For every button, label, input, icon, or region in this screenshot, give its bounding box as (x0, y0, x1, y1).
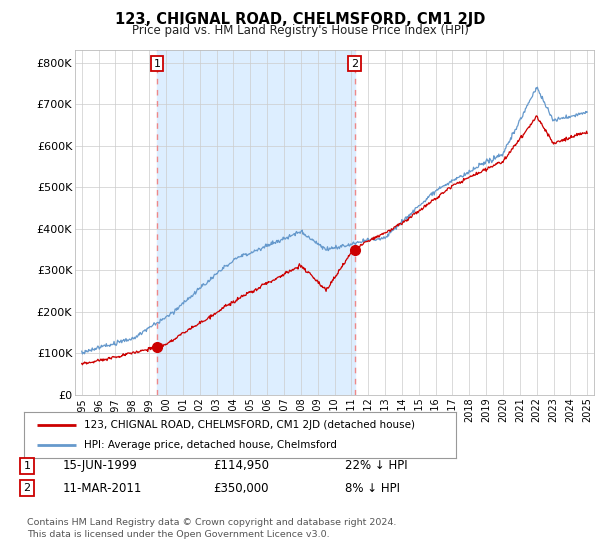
Text: 2: 2 (23, 483, 31, 493)
Text: HPI: Average price, detached house, Chelmsford: HPI: Average price, detached house, Chel… (85, 440, 337, 450)
Text: 123, CHIGNAL ROAD, CHELMSFORD, CM1 2JD: 123, CHIGNAL ROAD, CHELMSFORD, CM1 2JD (115, 12, 485, 27)
Text: Price paid vs. HM Land Registry's House Price Index (HPI): Price paid vs. HM Land Registry's House … (131, 24, 469, 36)
Text: 8% ↓ HPI: 8% ↓ HPI (345, 482, 400, 495)
Text: Contains HM Land Registry data © Crown copyright and database right 2024.
This d: Contains HM Land Registry data © Crown c… (27, 518, 397, 539)
Text: £114,950: £114,950 (213, 459, 269, 473)
Bar (157, 50, 355, 395)
Text: 123, CHIGNAL ROAD, CHELMSFORD, CM1 2JD (detached house): 123, CHIGNAL ROAD, CHELMSFORD, CM1 2JD (… (85, 420, 415, 430)
Text: 1: 1 (154, 59, 160, 69)
Text: 1: 1 (23, 461, 31, 471)
Text: 22% ↓ HPI: 22% ↓ HPI (345, 459, 407, 473)
Text: £350,000: £350,000 (213, 482, 269, 495)
Text: 15-JUN-1999: 15-JUN-1999 (63, 459, 138, 473)
Text: 11-MAR-2011: 11-MAR-2011 (63, 482, 142, 495)
Text: 2: 2 (351, 59, 358, 69)
